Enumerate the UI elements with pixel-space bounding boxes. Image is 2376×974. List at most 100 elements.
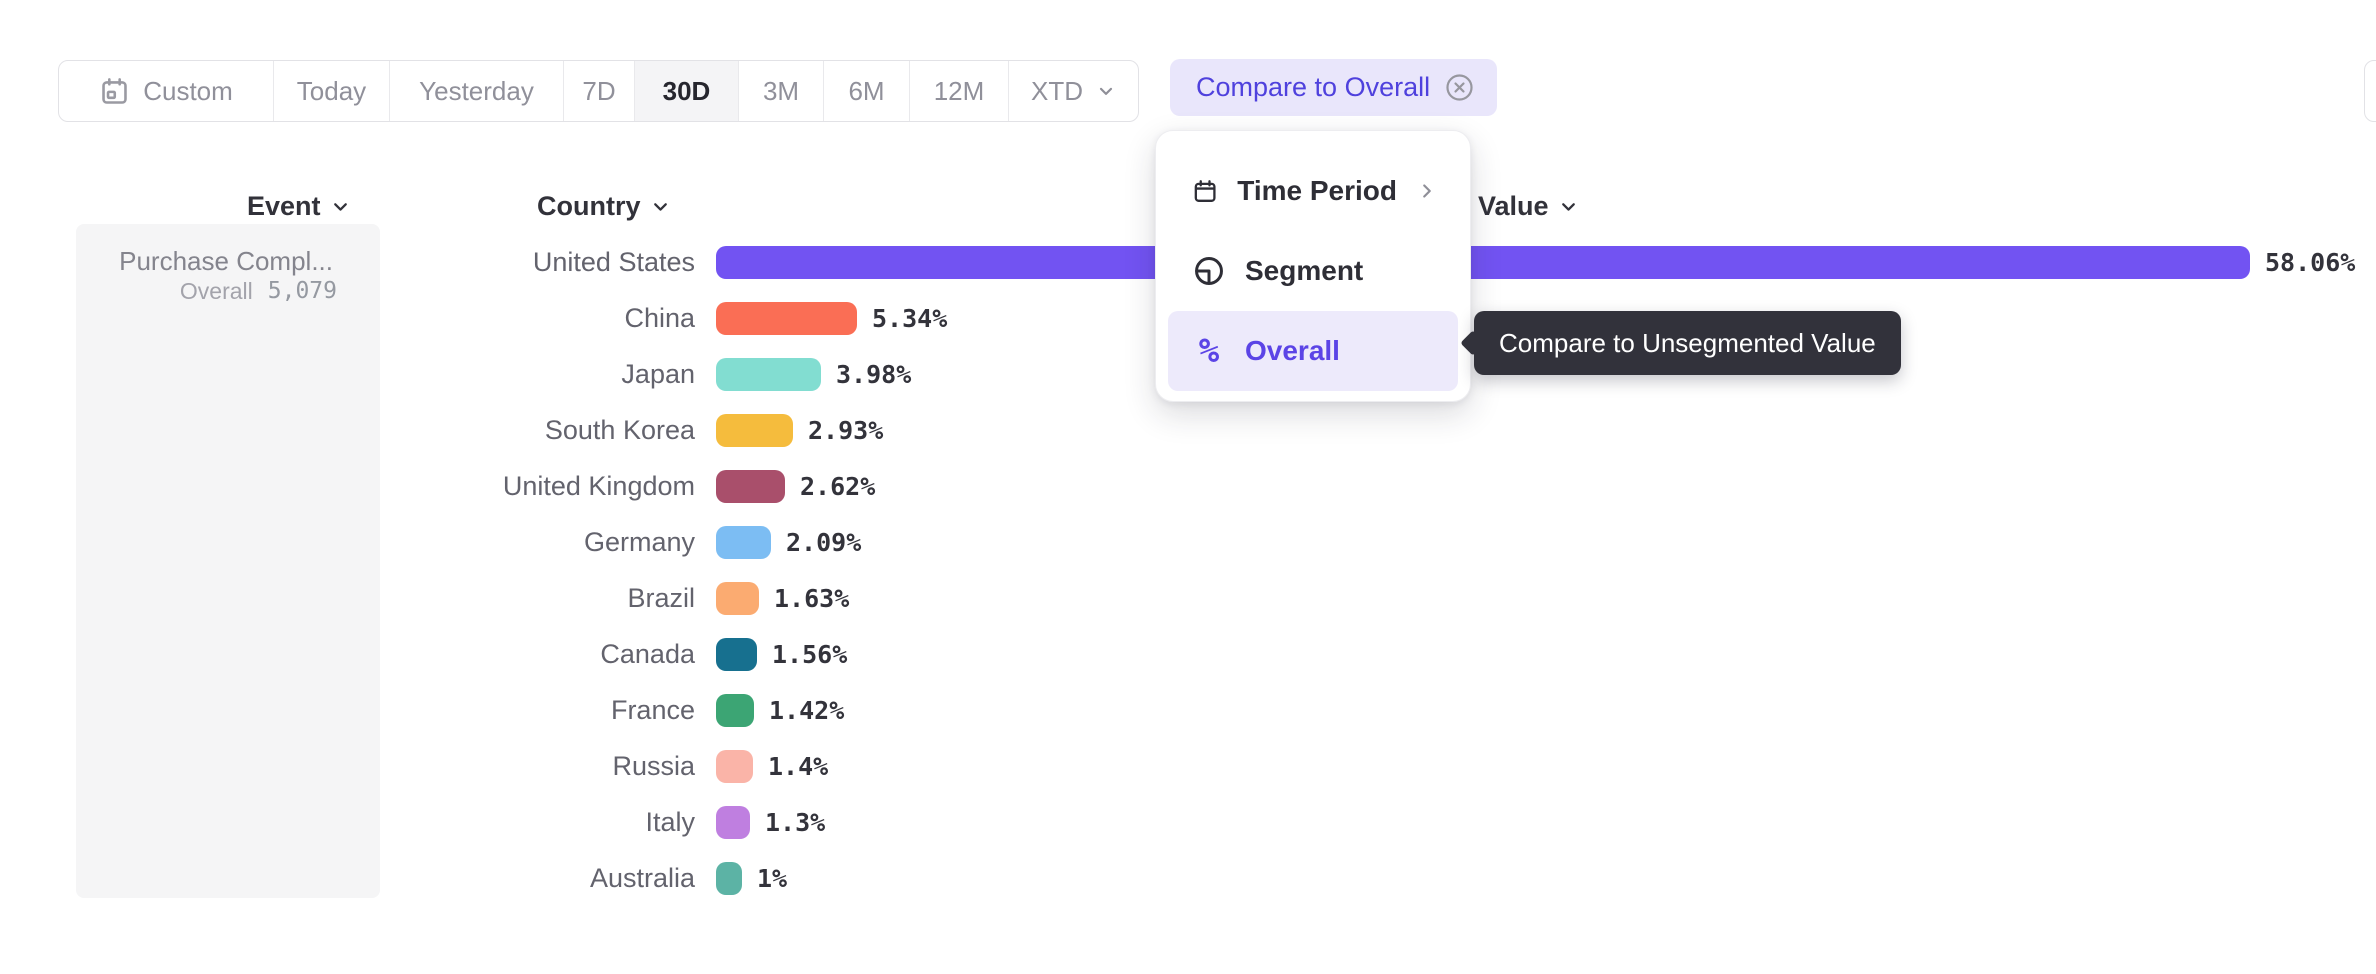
value-label: 1.63% [774, 584, 850, 613]
value-column-label: Value [1478, 191, 1549, 221]
percent-icon: % [1198, 331, 1220, 371]
chart-row-italy: Italy 1.3% [0, 806, 825, 839]
time-range-xtd[interactable]: XTD [1008, 61, 1138, 121]
chart-row-canada: Canada 1.56% [0, 638, 847, 671]
country-label: Germany [583, 527, 695, 557]
circled-x-icon[interactable] [1444, 72, 1475, 103]
country-label: United Kingdom [502, 471, 695, 501]
country-label: Japan [621, 359, 695, 389]
country-label: South Korea [544, 415, 695, 445]
value-label: 5.34% [872, 304, 948, 333]
chart-row-brazil: Brazil 1.63% [0, 582, 849, 615]
time-range-6m[interactable]: 6M [823, 61, 909, 121]
event-overall-row: Overall 5,079 [76, 278, 337, 305]
time-range-12m[interactable]: 12M [909, 61, 1008, 121]
country-column-header[interactable]: Country [537, 190, 671, 223]
date-range-toolbar: Custom Today Yesterday 7D 30D 3M 6M 12M XTD [58, 60, 1139, 122]
clipped-toolbar-edge [2364, 60, 2376, 122]
compare-chip-label: Compare to Overall [1196, 72, 1431, 102]
time-range-yesterday[interactable]: Yesterday [389, 61, 563, 121]
country-label: Brazil [627, 583, 695, 613]
chevron-down-icon [1099, 87, 1113, 95]
chart-row-france: France 1.42% [0, 694, 844, 727]
calendar-icon [1194, 179, 1216, 202]
bar-south-korea[interactable] [716, 414, 793, 447]
chart-row-japan: Japan 3.98% [0, 358, 911, 391]
segment-icon [1195, 257, 1223, 285]
time-range-3m[interactable]: 3M [738, 61, 823, 121]
menu-item-segment[interactable]: Segment [1168, 231, 1458, 311]
menu-item-time-period[interactable]: Time Period [1168, 151, 1458, 231]
value-label: 2.93% [808, 416, 884, 445]
overall-value: 5,079 [267, 278, 337, 304]
compare-dropdown-menu: Time Period Segment% Overall [1155, 130, 1471, 402]
value-column-header[interactable]: Value [1478, 190, 1579, 223]
event-column-label: Event [247, 191, 321, 221]
bar-canada[interactable] [716, 638, 757, 671]
country-label: China [624, 303, 695, 333]
time-range-label: 30D [662, 75, 711, 106]
country-label: Italy [645, 807, 695, 837]
value-label: 1% [757, 864, 788, 893]
chart-row-united-kingdom: United Kingdom 2.62% [0, 470, 875, 503]
bar-united-kingdom[interactable] [716, 470, 785, 503]
bar-germany[interactable] [716, 526, 771, 559]
country-column-label: Country [537, 191, 641, 221]
menu-item-label: Overall [1245, 335, 1340, 366]
value-label: 1.4% [768, 752, 829, 781]
time-range-label: Custom [143, 75, 233, 106]
chart-row-australia: Australia 1% [0, 862, 787, 895]
bar-australia[interactable] [716, 862, 742, 895]
event-panel-card[interactable]: Purchase Compl... Overall 5,079 [76, 224, 380, 898]
country-label: Canada [600, 639, 695, 669]
country-label: Australia [589, 863, 695, 893]
menu-item-label: Time Period [1237, 175, 1397, 206]
time-range-label: 6M [848, 75, 885, 106]
country-label: France [610, 695, 695, 725]
time-range-7d[interactable]: 7D [563, 61, 634, 121]
tooltip-text: Compare to Unsegmented Value [1474, 311, 1901, 375]
event-name: Purchase Compl... [119, 246, 333, 276]
menu-item-label: Segment [1245, 255, 1364, 286]
value-label: 2.62% [800, 472, 876, 501]
value-label: 1.3% [765, 808, 826, 837]
chevron-down-icon [1561, 203, 1575, 211]
chart-row-united-states: United States 58.06% [0, 246, 2355, 279]
overall-tooltip: Compare to Unsegmented Value [1460, 311, 1901, 375]
chart-row-china: China 5.34% [0, 302, 947, 335]
bar-russia[interactable] [716, 750, 753, 783]
country-label: Russia [612, 751, 695, 781]
bar-china[interactable] [716, 302, 857, 335]
time-range-label: Today [296, 75, 367, 106]
time-range-label: 3M [762, 75, 800, 106]
time-range-label: 7D [582, 75, 616, 106]
overall-label: Overall [179, 278, 253, 304]
bar-brazil[interactable] [716, 582, 759, 615]
bar-france[interactable] [716, 694, 754, 727]
value-label: 1.42% [769, 696, 845, 725]
time-range-custom[interactable]: Custom [59, 61, 273, 121]
compare-to-overall-chip[interactable]: Compare to Overall [1170, 59, 1498, 116]
chart-row-germany: Germany 2.09% [0, 526, 861, 559]
country-label: United States [532, 247, 695, 277]
chevron-right-icon [1423, 184, 1431, 198]
chevron-down-icon [333, 203, 347, 211]
value-label: 1.56% [772, 640, 848, 669]
bar-united-states[interactable] [716, 246, 2250, 279]
chart-row-south-korea: South Korea 2.93% [0, 414, 883, 447]
time-range-label: XTD [1031, 75, 1083, 106]
bar-italy[interactable] [716, 806, 750, 839]
value-label: 3.98% [836, 360, 912, 389]
time-range-label: Yesterday [419, 75, 534, 106]
bar-japan[interactable] [716, 358, 821, 391]
time-range-today[interactable]: Today [273, 61, 389, 121]
value-label: 58.06% [2265, 248, 2356, 277]
chevron-down-icon [653, 203, 667, 211]
value-label: 2.09% [786, 528, 862, 557]
chart-row-russia: Russia 1.4% [0, 750, 828, 783]
time-range-30d[interactable]: 30D [634, 61, 738, 121]
menu-item-overall[interactable]: % Overall [1168, 311, 1458, 391]
event-column-header[interactable]: Event [247, 190, 351, 223]
calendar-icon [102, 77, 127, 104]
